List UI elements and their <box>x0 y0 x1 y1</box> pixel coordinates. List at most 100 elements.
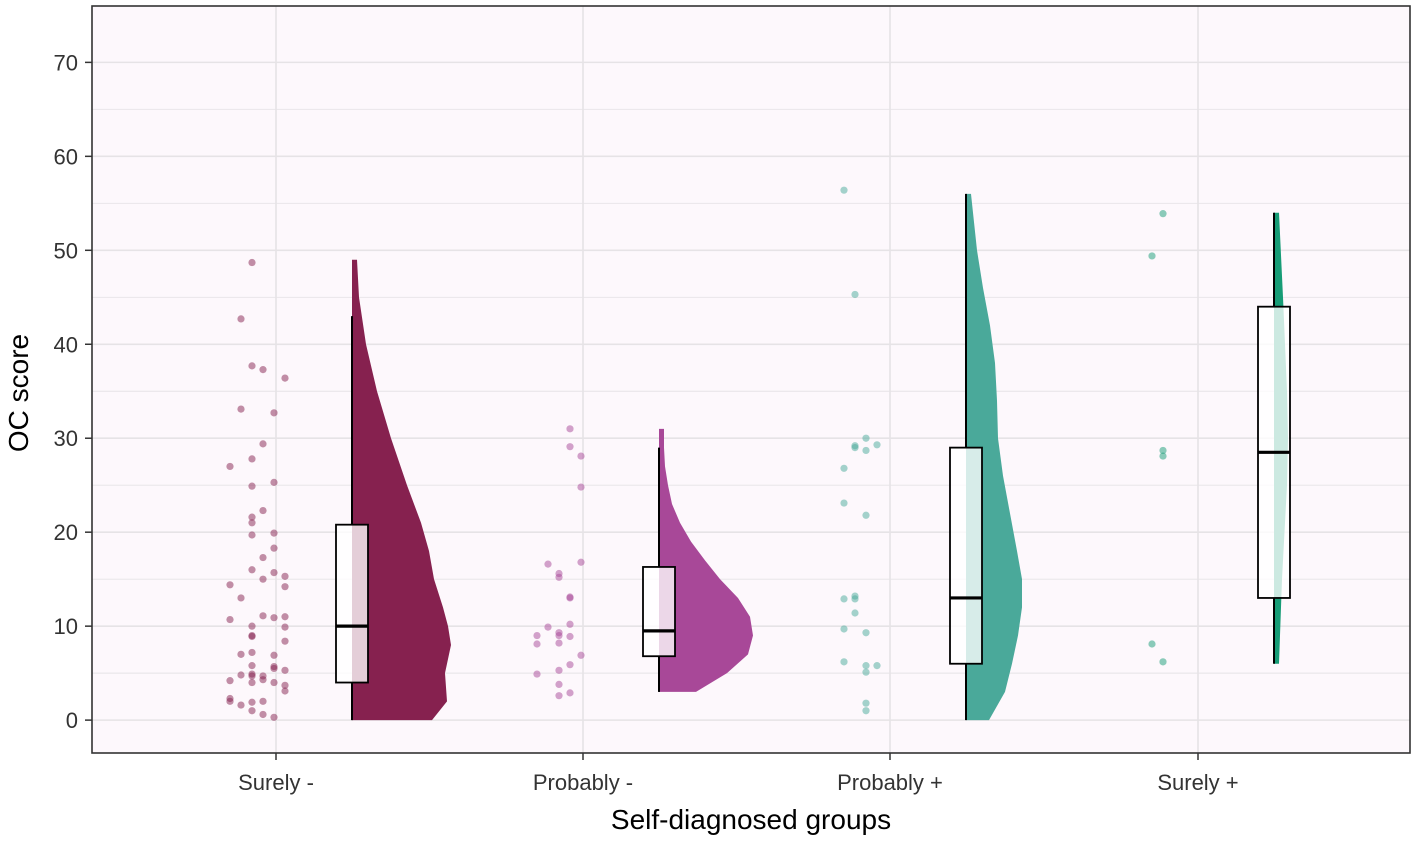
data-point <box>1159 446 1167 455</box>
data-point <box>555 631 563 640</box>
data-point <box>270 651 278 659</box>
data-point <box>270 529 278 537</box>
data-point <box>533 631 541 640</box>
data-point <box>248 662 256 670</box>
data-point <box>248 632 256 641</box>
data-point <box>1159 658 1167 666</box>
group-probably <box>533 425 753 700</box>
data-point <box>577 483 585 491</box>
x-tick-label: Surely + <box>1157 770 1238 795</box>
data-point <box>237 650 245 658</box>
x-axis-title: Self-diagnosed groups <box>611 804 891 835</box>
data-point <box>544 560 552 568</box>
data-point <box>555 639 563 647</box>
data-point <box>270 664 278 673</box>
data-point <box>533 670 541 678</box>
data-point <box>259 710 267 719</box>
data-point <box>840 658 848 666</box>
data-point <box>248 513 256 521</box>
data-point <box>1148 640 1156 648</box>
data-point <box>862 434 870 442</box>
chart-marks <box>226 186 1291 721</box>
data-point <box>226 697 234 705</box>
data-point <box>248 531 256 539</box>
data-point <box>237 701 245 709</box>
data-point <box>566 632 574 641</box>
x-tick-label: Probably - <box>533 770 633 795</box>
data-point <box>566 661 574 669</box>
data-point <box>840 186 848 194</box>
y-axis-title: OC score <box>3 334 34 452</box>
data-point <box>577 452 585 460</box>
data-point <box>259 506 267 515</box>
data-point <box>566 620 574 628</box>
data-point <box>259 676 267 684</box>
data-point <box>1159 210 1167 218</box>
data-point <box>281 572 289 580</box>
data-point <box>862 668 870 676</box>
data-point <box>248 698 256 706</box>
data-point <box>851 444 859 452</box>
data-point <box>248 707 256 715</box>
grid-lines <box>92 6 1410 753</box>
data-point <box>840 499 848 507</box>
data-point <box>281 374 289 382</box>
data-point <box>226 462 234 471</box>
box-iqr <box>642 566 676 658</box>
y-tick-label: 10 <box>54 614 78 639</box>
y-tick-label: 0 <box>66 708 78 733</box>
data-point <box>259 575 267 583</box>
y-tick-label: 70 <box>54 50 78 75</box>
data-point <box>851 290 859 299</box>
data-point <box>281 681 289 689</box>
data-point <box>248 566 256 574</box>
data-point <box>226 615 234 624</box>
data-point <box>281 666 289 674</box>
data-point <box>237 405 245 413</box>
data-point <box>555 680 563 689</box>
data-point <box>248 622 256 630</box>
data-point <box>270 678 278 687</box>
data-point <box>237 671 245 679</box>
data-point <box>862 511 870 519</box>
data-point <box>248 672 256 680</box>
data-point <box>248 362 256 370</box>
y-tick-label: 30 <box>54 426 78 451</box>
data-point <box>270 478 278 486</box>
data-point <box>862 707 870 715</box>
data-point <box>840 595 848 603</box>
data-point <box>259 697 267 705</box>
data-point <box>248 648 256 657</box>
data-point <box>226 581 234 589</box>
data-point <box>577 651 585 659</box>
data-point <box>566 443 574 451</box>
data-point <box>566 689 574 697</box>
data-point <box>555 692 563 700</box>
data-point <box>226 677 234 685</box>
data-point <box>259 440 267 448</box>
data-point <box>840 625 848 633</box>
data-point <box>248 519 256 527</box>
data-point <box>862 629 870 637</box>
data-point <box>840 464 848 472</box>
data-point <box>281 623 289 631</box>
data-point <box>270 713 278 721</box>
data-point <box>555 666 563 674</box>
box-iqr <box>949 446 983 665</box>
y-tick-label: 60 <box>54 144 78 169</box>
x-tick-label: Surely - <box>238 770 314 795</box>
group-surely <box>1148 210 1291 666</box>
data-point <box>1148 252 1156 260</box>
y-tick-label: 40 <box>54 332 78 357</box>
data-point <box>248 482 256 490</box>
data-point <box>851 609 859 617</box>
data-point <box>270 568 278 577</box>
data-point <box>270 614 278 622</box>
x-tick-label: Probably + <box>837 770 943 795</box>
data-point <box>862 662 870 670</box>
data-point <box>281 613 289 621</box>
group-probably <box>840 186 1022 721</box>
box-iqr <box>335 523 369 684</box>
